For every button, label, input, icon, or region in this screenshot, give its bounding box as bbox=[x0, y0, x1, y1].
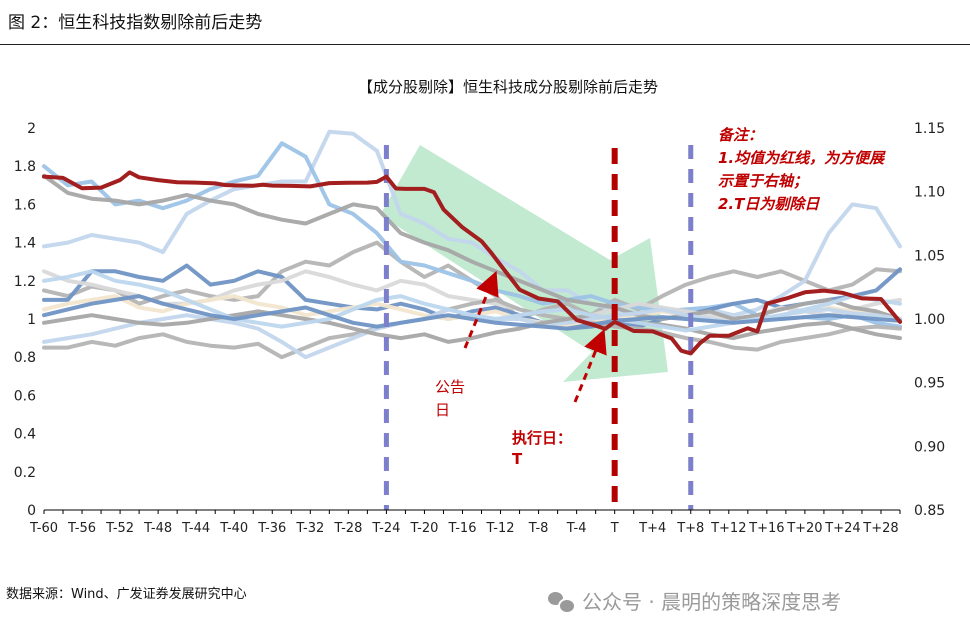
left-tick-label: 0.6 bbox=[14, 388, 36, 404]
individual-series-line-7 bbox=[42, 173, 902, 321]
x-tick-label: T-8 bbox=[528, 521, 549, 536]
x-tick-label: T+28 bbox=[862, 521, 898, 536]
x-tick-label: T+4 bbox=[638, 521, 666, 536]
x-tick-label: T-60 bbox=[29, 521, 58, 536]
wechat-icon bbox=[548, 590, 576, 614]
watermark-text: 公众号 · 晨明的策略深度思考 bbox=[582, 590, 842, 614]
left-tick-label: 1.6 bbox=[14, 197, 36, 213]
x-ticks-group: T-60 T-56 T-52 T-48 T-44 T-40 T-36 T-32 T-28 T-24… bbox=[29, 510, 901, 536]
mean-series-group bbox=[42, 170, 902, 356]
x-tick-label: T+24 bbox=[824, 521, 860, 536]
x-tick-label: T+8 bbox=[676, 521, 704, 536]
right-tick-label: 0.95 bbox=[914, 376, 945, 392]
left-tick-label: 1.8 bbox=[14, 159, 36, 175]
left-tick-label: 0.2 bbox=[14, 465, 36, 481]
individual-series-line-4 bbox=[42, 263, 902, 331]
left-tick-label: 0.4 bbox=[14, 427, 36, 443]
individual-series-line-2 bbox=[42, 129, 902, 321]
x-tick-label: T-52 bbox=[105, 521, 134, 536]
x-tick-label: T-36 bbox=[257, 521, 286, 536]
individual-series-line-12 bbox=[42, 294, 902, 331]
x-tick-label: T-4 bbox=[566, 521, 587, 536]
announce-label-2: 日 bbox=[435, 401, 450, 419]
right-tick-label: 0.85 bbox=[914, 503, 945, 519]
x-tick-label: T-28 bbox=[333, 521, 362, 536]
mean-series-line bbox=[42, 170, 902, 356]
left-tick-label: 1.2 bbox=[14, 274, 36, 290]
note-line-3: 示置于右轴； bbox=[718, 172, 808, 190]
individual-series-line-8 bbox=[42, 297, 902, 360]
right-tick-label: 1.10 bbox=[914, 185, 945, 201]
announce-label-1: 公告 bbox=[435, 378, 465, 396]
left-tick-label: 2 bbox=[27, 121, 36, 137]
x-tick-label: T-44 bbox=[181, 521, 210, 536]
x-tick-label: T-48 bbox=[143, 521, 172, 536]
exec-label-2: T bbox=[512, 450, 523, 468]
x-tick-label: T+16 bbox=[748, 521, 784, 536]
left-tick-label: 0.8 bbox=[14, 350, 36, 366]
x-tick-label: T-16 bbox=[447, 521, 476, 536]
x-tick-label: T-12 bbox=[486, 521, 515, 536]
x-tick-label: T-40 bbox=[219, 521, 248, 536]
right-axis-ticks: 0.85 0.90 0.95 1.00 1.05 1.10 1.15 bbox=[914, 121, 945, 519]
watermark: 公众号 · 晨明的策略深度思考 bbox=[548, 586, 841, 615]
x-tick-label: T bbox=[610, 521, 619, 536]
x-tick-label: T+20 bbox=[786, 521, 822, 536]
left-tick-label: 1 bbox=[27, 312, 36, 328]
figure-title: 图 2：恒生科技指数剔除前后走势 bbox=[8, 13, 263, 33]
right-tick-label: 0.90 bbox=[914, 439, 945, 455]
x-tick-label: T-20 bbox=[409, 521, 438, 536]
event-lines-group bbox=[383, 145, 694, 510]
chart-title: 【成分股剔除】恒生科技成分股剔除前后走势 bbox=[358, 78, 658, 96]
left-tick-label: 1.4 bbox=[14, 236, 36, 252]
right-tick-label: 1.15 bbox=[914, 121, 945, 137]
title-divider bbox=[0, 44, 970, 45]
right-tick-label: 1.05 bbox=[914, 248, 945, 264]
note-line-4: 2.T日为剔除日 bbox=[718, 195, 820, 213]
source-note: 数据来源：Wind、广发证券发展研究中心 bbox=[6, 587, 247, 602]
right-tick-label: 1.00 bbox=[914, 312, 945, 328]
exec-label-1: 执行日： bbox=[512, 429, 572, 447]
note-line-1: 备注： bbox=[718, 126, 763, 144]
x-tick-label: T-32 bbox=[295, 521, 324, 536]
x-tick-label: T+12 bbox=[710, 521, 746, 536]
note-line-2: 1.均值为红线，为方便展 bbox=[718, 149, 886, 167]
x-tick-label: T-24 bbox=[371, 521, 400, 536]
left-axis-ticks: 0 0.2 0.4 0.6 0.8 1 1.2 1.4 1.6 1.8 2 bbox=[14, 121, 36, 519]
left-tick-label: 0 bbox=[27, 503, 36, 519]
x-tick-label: T-56 bbox=[67, 521, 96, 536]
